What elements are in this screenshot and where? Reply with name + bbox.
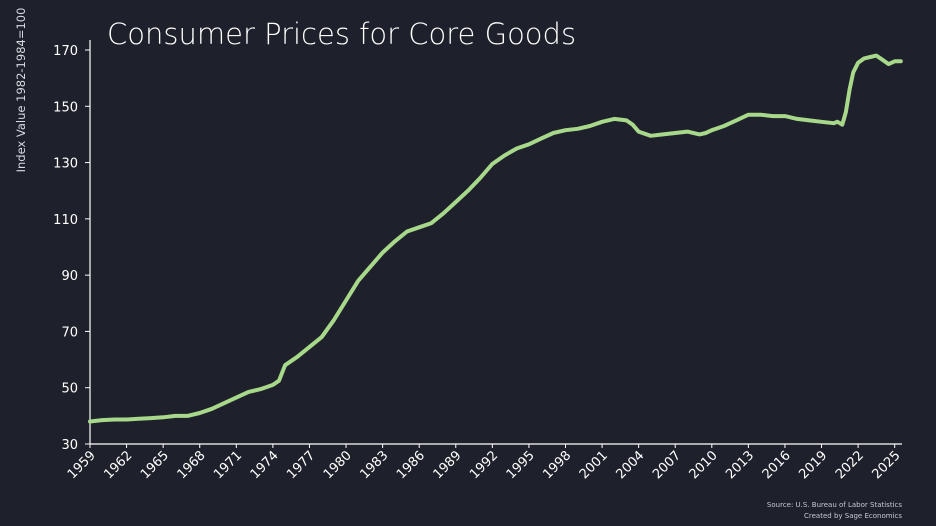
y-tick-label: 90 <box>61 269 78 284</box>
y-tick-label: 130 <box>53 157 78 172</box>
y-tick-label: 70 <box>61 325 78 340</box>
y-tick-label: 30 <box>61 438 78 453</box>
series-line-core-goods-cpi <box>88 53 903 424</box>
source-note: Source: U.S. Bureau of Labor Statistics <box>767 501 902 509</box>
y-tick-label: 170 <box>53 44 78 59</box>
credit-note: Created by Sage Economics <box>804 512 902 520</box>
y-tick-label: 50 <box>61 382 78 397</box>
series-group <box>88 53 903 424</box>
y-tick-label: 150 <box>53 100 78 115</box>
y-axis-ticks: 30 50 70 90 110 130 150 170 <box>53 44 90 453</box>
chart-title: Consumer Prices for Core Goods <box>107 17 576 51</box>
y-axis-label: Index Value 1982-1984=100 <box>14 8 28 173</box>
y-tick-label: 110 <box>53 213 78 228</box>
